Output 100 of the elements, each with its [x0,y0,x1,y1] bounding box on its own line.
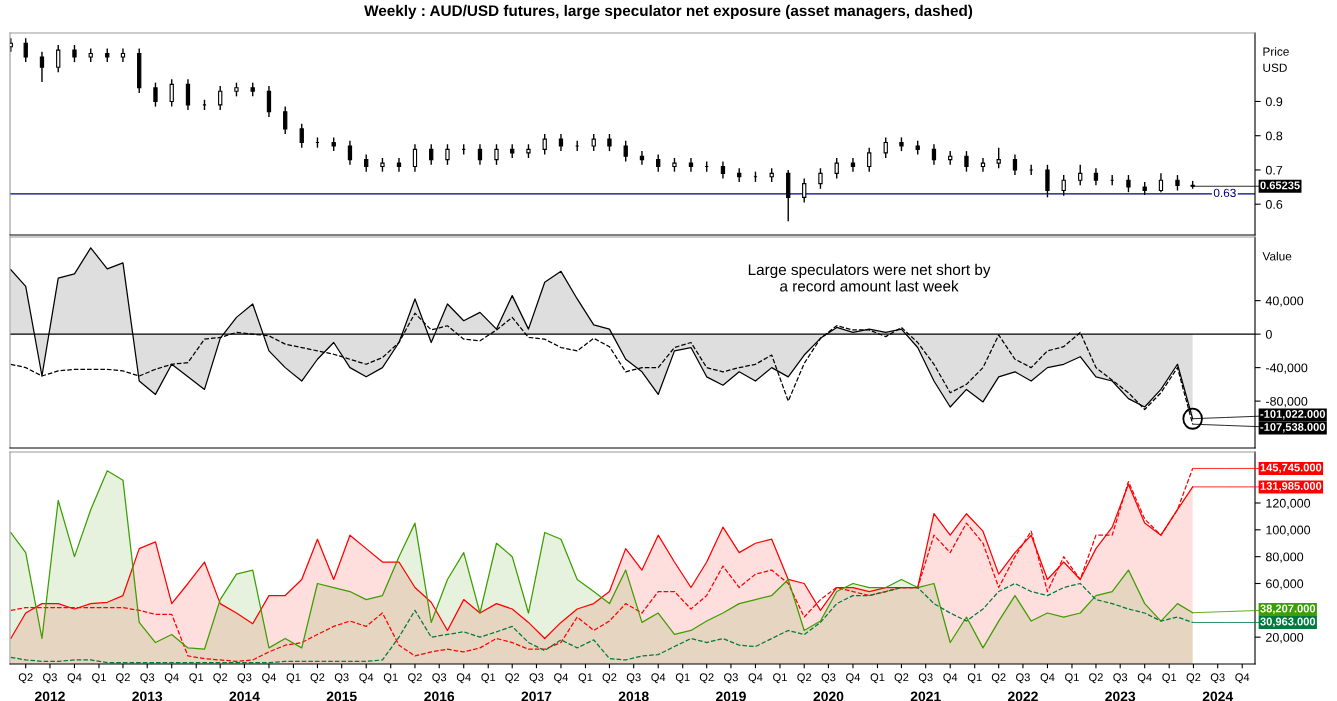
candlestick [429,143,434,166]
candlestick [818,167,823,190]
x-tick-label: Q3 [724,673,738,684]
annotation: 38,207.000 [1260,604,1316,615]
x2-tick-label: 2019 [715,691,746,701]
x-tick-label: Q2 [408,673,422,684]
x-tick-label: Q4 [846,673,861,684]
candlestick [1158,172,1164,193]
candlestick [850,157,856,173]
x-tick-label: Q1 [675,673,690,684]
x2-tick-label: 2022 [1007,691,1038,701]
candlestick [883,136,888,159]
x-tick-label: Q1 [481,673,496,684]
x-tick-label: Q3 [626,673,641,684]
x-tick-label: Q3 [334,673,349,684]
candlestick [964,150,969,173]
x-tick-label: Q4 [1235,673,1250,684]
candlestick [542,133,547,156]
candlestick [153,81,158,108]
candlestick [445,143,450,166]
candlestick [169,78,174,108]
ref-line-label: 0.63 [1213,188,1236,198]
candlestick [688,157,694,173]
x-tick-label: Q1 [1065,673,1079,684]
candlestick [396,157,402,173]
x2-tick-label: 2013 [132,691,163,701]
y-tick-label: 40,000 [1265,296,1304,307]
annotation: -107,538.000 [1260,423,1326,433]
candlestick [347,140,353,166]
y-tick-label: -40,000 [1265,363,1308,374]
x-tick-label: Q3 [43,673,57,684]
x-tick-label: Q4 [67,673,82,684]
candlestick [1012,153,1018,176]
candlestick [23,37,28,63]
candlestick [867,146,872,173]
x-tick-label: Q3 [1113,673,1128,684]
candlestick [834,157,839,180]
y-tick-label: 20,000 [1266,632,1304,644]
y-tick-label: 0.8 [1265,131,1283,141]
y-tick-label: 0.6 [1265,199,1283,209]
x-tick-label: Q3 [821,673,836,684]
candlestick [283,105,288,135]
x-tick-label: Q3 [432,673,447,684]
candlestick [1045,164,1050,199]
candlestick [477,143,483,166]
x-tick-label: Q1 [286,673,301,684]
candlestick [786,169,791,223]
chart-title: Weekly : AUD/USD futures, large speculator net exposure (asset managers, dashed) [364,4,973,20]
y-tick-label: 0.9 [1265,97,1283,107]
x-tick-label: Q2 [991,673,1006,684]
y-tick-label: 60,000 [1266,579,1304,590]
x2-tick-label: 2017 [521,691,552,701]
candlestick [802,177,807,204]
x2-tick-label: 2012 [35,691,65,701]
x-tick-label: Q3 [140,673,155,684]
x-tick-label: Q2 [894,673,909,684]
candlestick [39,51,45,83]
y-axis-title: Price USD [1263,47,1289,72]
x-tick-label: Q2 [310,673,325,684]
x-tick-label: Q1 [773,673,787,684]
y-axis-title: Value [1262,251,1292,261]
x-tick-label: Q1 [967,673,982,684]
candlestick [56,44,61,74]
x2-tick-label: 2014 [229,691,260,701]
x-tick-label: Q1 [92,673,106,684]
x-tick-label: Q2 [116,673,130,684]
y-tick-label: 80,000 [1265,552,1304,563]
x-tick-label: Q2 [213,673,228,684]
y-tick-label: -80,000 [1265,396,1308,408]
x-tick-label: Q4 [651,673,666,684]
x2-tick-label: 2016 [424,691,455,701]
x-tick-label: Q2 [797,673,812,684]
x-tick-label: Q3 [918,673,933,684]
x-tick-label: Q3 [237,673,252,684]
x-tick-label: Q3 [1210,673,1225,684]
y-tick-label: 120,000 [1266,498,1311,510]
annotation: 30,963.000 [1260,617,1316,628]
x2-tick-label: 2020 [813,691,844,701]
x-tick-label: Q4 [164,673,179,684]
candlestick [412,143,418,173]
x-tick-label: Q2 [505,673,520,684]
x-tick-label: Q1 [870,673,885,684]
x-tick-label: Q2 [602,673,617,684]
candlestick [623,140,628,163]
candlestick [266,85,272,118]
x-tick-label: Q2 [1089,673,1103,684]
x2-tick-label: 2024 [1202,691,1234,701]
x-tick-label: Q4 [359,673,374,684]
x-tick-label: Q4 [1040,673,1055,684]
x-tick-label: Q3 [529,673,544,684]
x-tick-label: Q1 [578,673,593,684]
candlestick [120,47,126,63]
x-tick-label: Q4 [456,673,471,684]
x-tick-label: Q4 [1137,673,1152,684]
x-tick-label: Q4 [748,673,763,684]
y-tick-label: 0.7 [1265,165,1283,175]
candlestick [931,143,937,166]
x2-tick-label: 2021 [910,691,941,701]
candlestick [185,78,191,111]
x-tick-label: Q1 [383,673,398,684]
